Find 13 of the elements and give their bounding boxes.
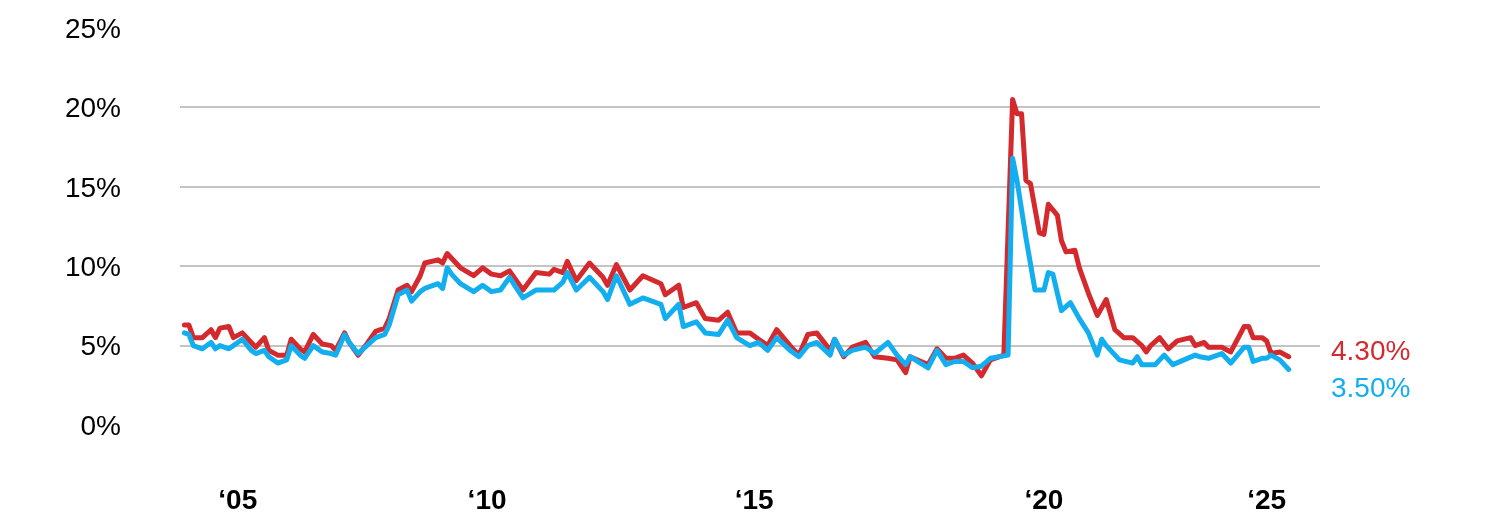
y-tick-label: 10% <box>64 251 121 282</box>
x-tick-label: ‘20 <box>1024 484 1064 515</box>
x-tick-label: ‘15 <box>734 484 774 515</box>
y-tick-label: 20% <box>64 92 121 124</box>
y-tick-label: 25% <box>64 12 121 44</box>
annotation: 3.50% <box>1331 372 1411 403</box>
x-tick-label: ‘10 <box>467 484 507 515</box>
y-tick-label: 5% <box>80 330 121 362</box>
annotation: 4.30% <box>1331 335 1411 366</box>
y-tick-label: 0% <box>80 409 121 441</box>
y-tick-label: 15% <box>64 171 121 203</box>
x-tick-label: ‘25 <box>1247 484 1287 515</box>
x-tick-label: ‘05 <box>218 484 258 515</box>
